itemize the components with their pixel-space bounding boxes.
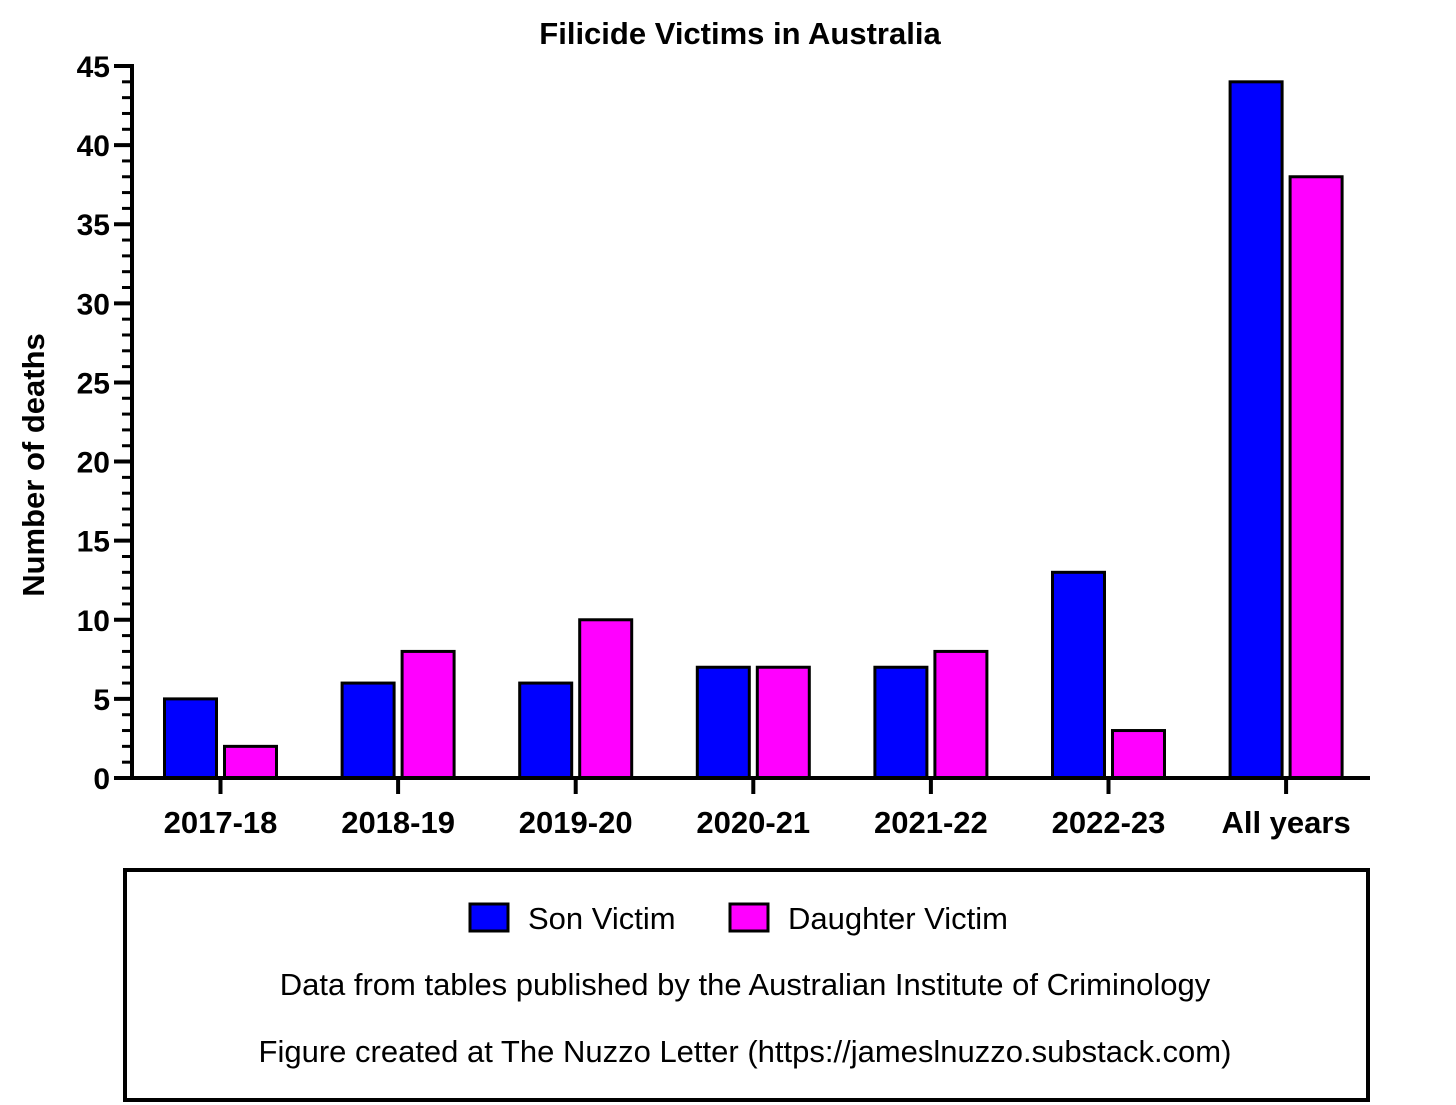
y-tick-label: 15	[77, 526, 110, 559]
y-tick-label: 30	[77, 288, 110, 321]
bar-son	[340, 681, 396, 780]
legend-swatch-daughter	[728, 902, 770, 933]
y-axis-label: Number of deaths	[16, 333, 51, 597]
bar-son	[695, 665, 751, 780]
legend-item-son: Son Victim	[468, 901, 676, 936]
x-tick-label: 2022-23	[1052, 805, 1166, 840]
legend-swatch-son	[468, 902, 510, 933]
legend-label-son: Son Victim	[528, 901, 676, 936]
bar-son	[873, 665, 929, 780]
bar-daughter	[578, 618, 634, 780]
x-tick-label: 2018-19	[341, 805, 455, 840]
y-tick-label: 0	[93, 763, 110, 796]
bar-son	[1228, 80, 1284, 780]
chart-title: Filicide Victims in Australia	[539, 16, 941, 51]
legend-item-daughter: Daughter Victim	[728, 901, 1008, 936]
y-tick-label: 45	[77, 51, 110, 84]
legend-label-daughter: Daughter Victim	[788, 901, 1008, 936]
credit-note: Figure created at The Nuzzo Letter (http…	[259, 1034, 1232, 1069]
bar-daughter	[1111, 729, 1166, 780]
bar-son	[518, 681, 574, 780]
bar-son	[163, 697, 218, 780]
x-tick-label: 2021-22	[874, 805, 988, 840]
bar-daughter	[400, 649, 456, 780]
x-tick-label: All years	[1221, 805, 1350, 840]
y-tick-label: 20	[77, 447, 110, 480]
bar-daughter	[755, 665, 811, 780]
y-tick-label: 10	[77, 605, 110, 638]
bar-son	[1051, 570, 1106, 780]
bars	[163, 80, 1344, 780]
x-tick-label: 2017-18	[164, 805, 278, 840]
bar-daughter	[223, 744, 278, 780]
y-tick-label: 5	[93, 684, 110, 717]
x-tick-label: 2019-20	[519, 805, 633, 840]
y-tick-label: 25	[77, 367, 110, 400]
bar-daughter	[1288, 175, 1344, 780]
y-tick-label: 35	[77, 209, 110, 242]
x-tick-label: 2020-21	[696, 805, 810, 840]
axes	[130, 64, 1370, 780]
source-note: Data from tables published by the Austra…	[280, 967, 1211, 1002]
y-tick-label: 40	[77, 130, 110, 163]
bar-daughter	[933, 649, 989, 780]
y-axis: 0 5 10 15 20 25 30 35 40 45	[77, 51, 132, 796]
x-axis: 2017-18 2018-19 2019-20 2020-21 2021-22 2022-…	[164, 778, 1351, 840]
